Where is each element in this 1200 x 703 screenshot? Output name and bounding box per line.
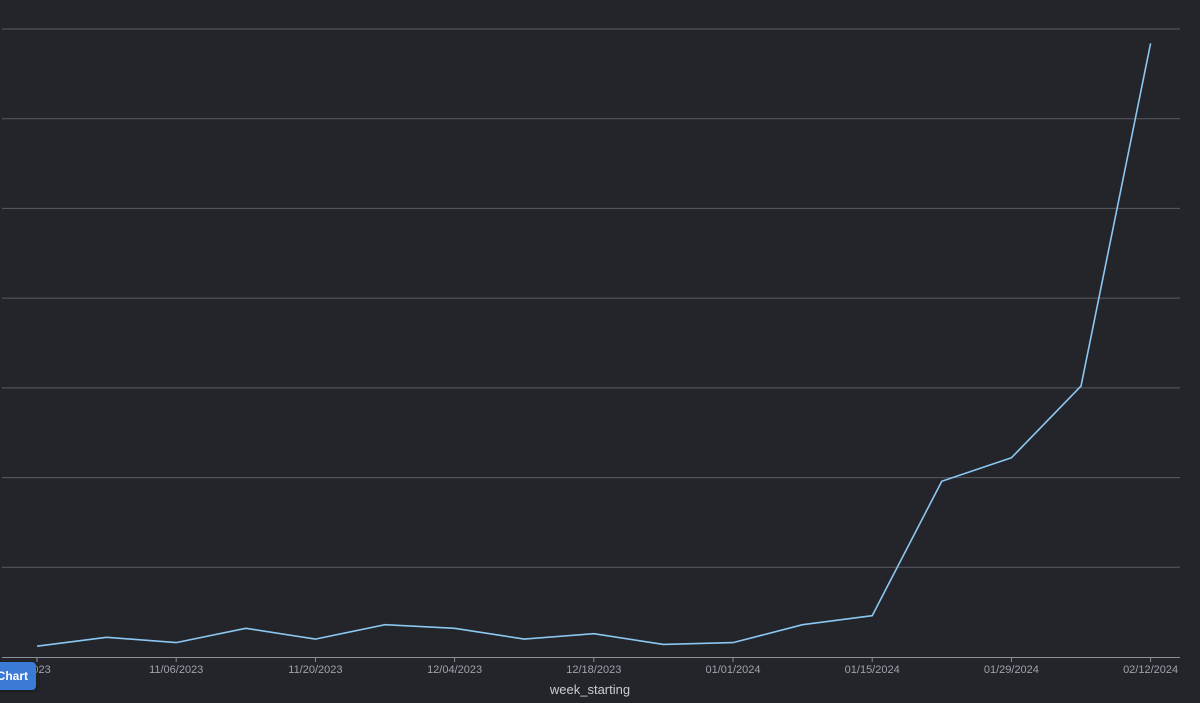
x-tick-label: 11/06/2023	[149, 664, 203, 676]
x-tick-label: 01/29/2024	[984, 664, 1039, 676]
chart-button[interactable]: Chart	[0, 662, 36, 690]
series-line	[36, 43, 1152, 647]
x-axis-title: week_starting	[549, 682, 630, 697]
x-tick-label: 02/12/2024	[1123, 664, 1178, 676]
x-tick-label: 12/18/2023	[566, 664, 621, 676]
x-tick-label: 01/01/2024	[705, 664, 760, 676]
x-tick-label: 11/20/2023	[288, 664, 342, 676]
x-tick-label: 12/04/2023	[427, 664, 482, 676]
x-tick-label: 01/15/2024	[845, 664, 900, 676]
